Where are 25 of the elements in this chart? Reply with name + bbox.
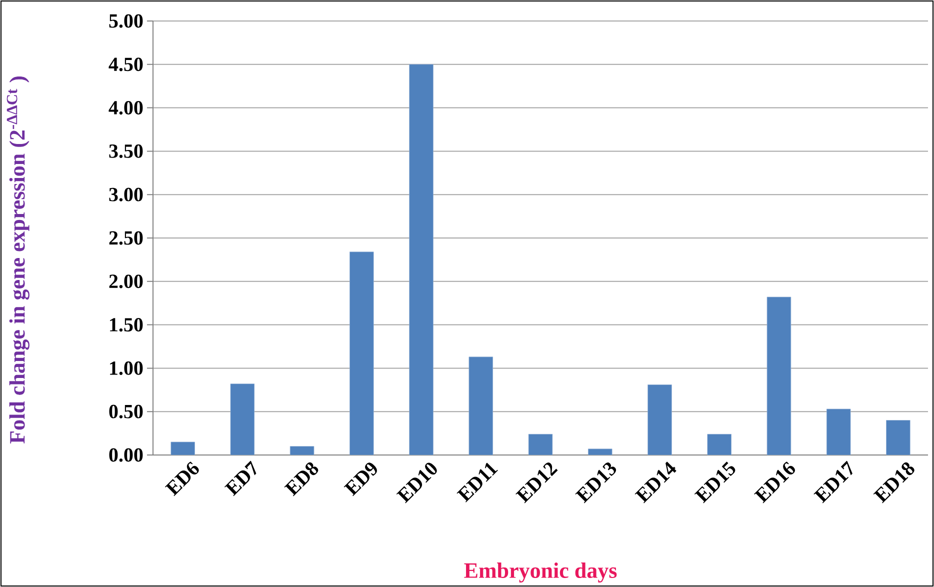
bar — [528, 434, 553, 455]
y-tick-label: 4.00 — [108, 101, 143, 115]
bar — [766, 296, 792, 455]
y-tick-label: 2.50 — [109, 231, 143, 245]
x-axis-title: Embryonic days — [464, 562, 617, 583]
bar — [826, 408, 851, 455]
bar — [468, 356, 494, 455]
y-tick-label: 5.00 — [109, 14, 143, 28]
y-tick-label: 2.00 — [109, 274, 143, 288]
y-tick-label: 3.50 — [109, 144, 143, 158]
y-tick-label: 1.00 — [110, 361, 143, 375]
y-tick-label: 0.50 — [109, 404, 143, 418]
y-tick-label: 4.50 — [108, 58, 143, 72]
bar — [350, 252, 374, 455]
y-axis-title: Fold change in gene expression (2$^{-ΔΔCt}$ ) — [6, 76, 30, 444]
y-tick-label: 0.00 — [109, 448, 143, 462]
bar — [648, 384, 672, 455]
y-tick-label: 3.00 — [109, 188, 143, 202]
x-tick-label: ED9 — [344, 462, 377, 496]
bar — [230, 384, 255, 455]
bar — [886, 420, 910, 455]
y-tick-label: 1.50 — [110, 318, 143, 332]
bar — [409, 64, 434, 455]
bar — [707, 434, 732, 455]
bar — [170, 442, 195, 455]
